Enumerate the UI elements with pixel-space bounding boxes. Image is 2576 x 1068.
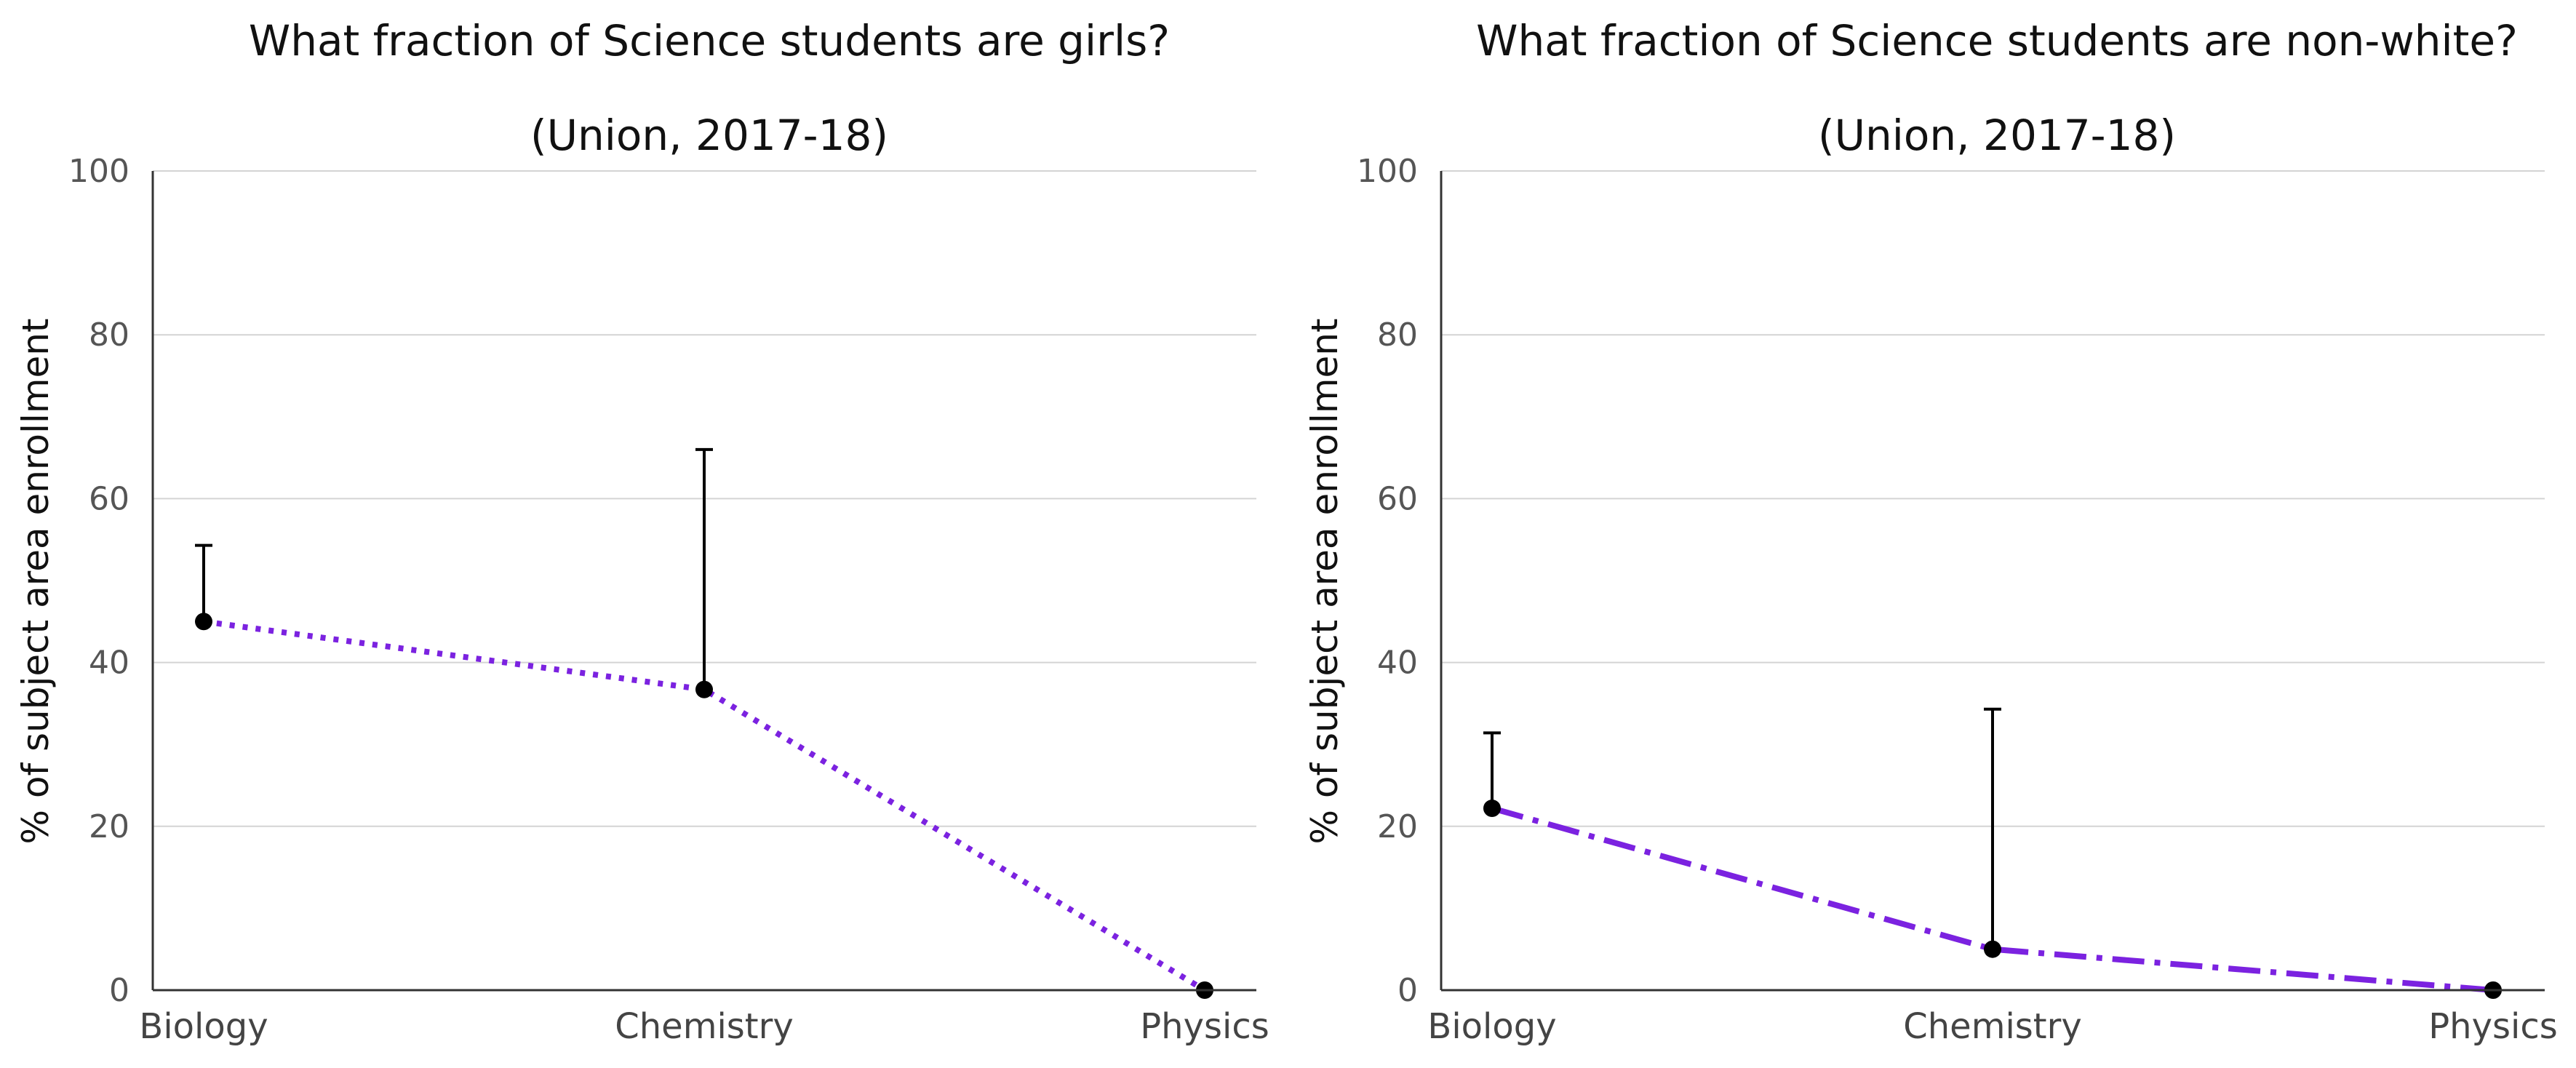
y-ticks: 0 20 40 60 80 100 <box>68 153 129 1009</box>
x-ticks: Biology Chemistry Physics <box>139 1006 1269 1047</box>
y-tick-label: 80 <box>89 316 129 354</box>
chart-subtitle: (Union, 2017-18) <box>1818 111 2176 160</box>
axes <box>151 171 1256 992</box>
y-tick-label: 100 <box>68 153 129 190</box>
chart-title: What fraction of Science students are no… <box>1476 16 2518 65</box>
y-tick-label: 80 <box>1377 316 1418 354</box>
data-point <box>1984 940 2001 958</box>
series <box>195 447 1213 999</box>
y-tick-label: 0 <box>1397 972 1418 1009</box>
chart-panel-girls: What fraction of Science students are gi… <box>15 16 1269 1047</box>
y-tick-label: 100 <box>1357 153 1418 190</box>
x-tick-label: Biology <box>1427 1006 1556 1047</box>
axes <box>1440 171 2545 992</box>
y-axis-label: % of subject area enrollment <box>1304 318 1346 844</box>
y-tick-label: 40 <box>1377 645 1418 682</box>
y-tick-label: 60 <box>1377 480 1418 517</box>
data-point <box>695 680 713 698</box>
y-tick-label: 40 <box>89 645 129 682</box>
data-point <box>195 613 212 631</box>
y-tick-label: 60 <box>89 480 129 517</box>
x-tick-label: Physics <box>2428 1006 2558 1047</box>
x-tick-label: Chemistry <box>615 1006 794 1047</box>
data-point <box>1483 800 1501 818</box>
series-line <box>203 618 1207 993</box>
series <box>1483 707 2502 999</box>
x-ticks: Biology Chemistry Physics <box>1427 1006 2557 1047</box>
y-axis-label: % of subject area enrollment <box>15 318 57 844</box>
x-tick-label: Physics <box>1140 1006 1269 1047</box>
y-tick-label: 20 <box>1377 808 1418 845</box>
chart-subtitle: (Union, 2017-18) <box>530 111 888 160</box>
y-ticks: 0 20 40 60 80 100 <box>1357 153 1418 1009</box>
chart-title: What fraction of Science students are gi… <box>249 16 1170 65</box>
y-tick-label: 0 <box>109 972 129 1009</box>
x-tick-label: Chemistry <box>1903 1006 2082 1047</box>
x-tick-label: Biology <box>139 1006 268 1047</box>
y-tick-label: 20 <box>89 808 129 845</box>
chart-panel-non-white: What fraction of Science students are no… <box>1304 16 2558 1047</box>
